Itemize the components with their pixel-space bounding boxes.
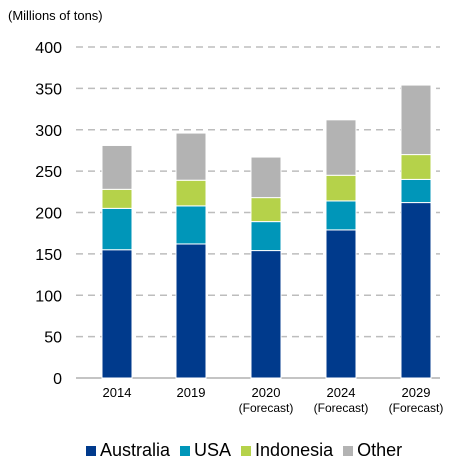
bar-segment-australia-2014: [101, 249, 133, 379]
bar-segment-australia-2029: [400, 202, 432, 379]
bar-segment-indonesia-2014: [101, 188, 133, 209]
x-tick-sublabel: (Forecast): [389, 401, 444, 415]
bar-segment-usa-2029: [400, 178, 432, 204]
x-tick-label: 2019: [177, 385, 206, 400]
x-tick-sublabel: (Forecast): [314, 401, 369, 415]
bar-segment-australia-2020: [250, 250, 282, 379]
y-tick-label: 50: [44, 330, 62, 347]
legend-label-other: Other: [357, 440, 403, 460]
x-tick-label: 2020: [252, 385, 281, 400]
y-tick-label: 100: [35, 288, 62, 305]
bar-segment-indonesia-2024: [325, 174, 357, 202]
x-tick-label: 2029: [402, 385, 431, 400]
bar-segment-usa-2020: [250, 221, 282, 252]
legend-swatch-usa: [180, 445, 191, 456]
x-tick-label: 2024: [327, 385, 356, 400]
legend-swatch-indonesia: [241, 445, 252, 456]
legend-item-usa: USA: [180, 440, 231, 461]
legend-swatch-australia: [86, 445, 96, 456]
bar-segment-other-2024: [325, 119, 357, 176]
bar-segment-usa-2024: [325, 200, 357, 231]
legend-label-australia: Australia: [100, 440, 171, 460]
y-tick-label: 300: [35, 123, 62, 140]
legend-swatch-other: [343, 445, 354, 456]
bar-segment-other-2020: [250, 156, 282, 199]
y-tick-label: 200: [35, 206, 62, 223]
legend-label-usa: USA: [194, 440, 232, 460]
bar-segment-indonesia-2020: [250, 197, 282, 223]
y-tick-label: 0: [53, 371, 62, 388]
chart-legend: Australia USA Indonesia Other: [86, 440, 412, 461]
x-tick-label: 2014: [103, 385, 132, 400]
y-tick-label: 150: [35, 247, 62, 264]
bar-segment-australia-2024: [325, 229, 357, 379]
bar-segment-usa-2014: [101, 207, 133, 251]
bar-segment-other-2029: [400, 84, 432, 156]
bar-segment-other-2019: [175, 132, 207, 181]
y-tick-label: 350: [35, 81, 62, 98]
bar-segment-usa-2019: [175, 205, 207, 245]
legend-item-indonesia: Indonesia: [241, 440, 333, 461]
y-tick-label: 400: [35, 40, 62, 57]
bar-segment-indonesia-2029: [400, 154, 432, 180]
legend-item-other: Other: [343, 440, 402, 461]
bar-segment-other-2014: [101, 144, 133, 190]
legend-item-australia: Australia: [86, 440, 170, 461]
y-tick-label: 250: [35, 164, 62, 181]
bar-segment-indonesia-2019: [175, 179, 207, 207]
y-axis-unit-label: (Millions of tons): [8, 8, 103, 23]
bar-segment-australia-2019: [175, 243, 207, 379]
x-tick-sublabel: (Forecast): [239, 401, 294, 415]
legend-label-indonesia: Indonesia: [255, 440, 334, 460]
